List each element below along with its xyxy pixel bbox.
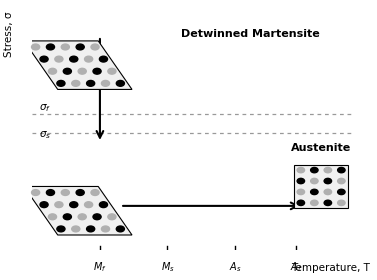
- Circle shape: [101, 226, 110, 232]
- Bar: [294, 165, 348, 208]
- Text: $\sigma_f$: $\sigma_f$: [39, 102, 51, 113]
- Circle shape: [70, 56, 78, 62]
- Circle shape: [46, 190, 55, 195]
- Circle shape: [338, 189, 345, 195]
- Circle shape: [116, 80, 124, 86]
- Text: $\sigma_s$: $\sigma_s$: [39, 130, 51, 141]
- Circle shape: [311, 189, 318, 195]
- Circle shape: [48, 68, 57, 74]
- Circle shape: [311, 178, 318, 184]
- Circle shape: [70, 202, 78, 207]
- Circle shape: [101, 80, 110, 86]
- Circle shape: [93, 68, 101, 74]
- Circle shape: [311, 167, 318, 173]
- Circle shape: [61, 44, 69, 50]
- Polygon shape: [24, 41, 132, 89]
- Circle shape: [297, 167, 305, 173]
- Text: Austenite: Austenite: [291, 143, 351, 153]
- Text: $M_s$: $M_s$: [161, 260, 174, 274]
- Circle shape: [78, 68, 86, 74]
- Circle shape: [57, 226, 65, 232]
- Circle shape: [100, 202, 107, 207]
- Circle shape: [76, 190, 84, 195]
- Circle shape: [72, 80, 80, 86]
- Circle shape: [297, 189, 305, 195]
- Text: $A_f$: $A_f$: [290, 260, 302, 274]
- Circle shape: [61, 190, 69, 195]
- Circle shape: [76, 44, 84, 50]
- Circle shape: [84, 56, 93, 62]
- Polygon shape: [24, 186, 132, 235]
- Circle shape: [338, 178, 345, 184]
- Circle shape: [63, 214, 71, 220]
- Circle shape: [55, 56, 63, 62]
- Circle shape: [100, 56, 107, 62]
- Circle shape: [324, 189, 331, 195]
- Circle shape: [93, 214, 101, 220]
- Circle shape: [108, 68, 116, 74]
- Text: Temperature, T: Temperature, T: [291, 263, 370, 273]
- Circle shape: [297, 200, 305, 206]
- Circle shape: [48, 214, 57, 220]
- Text: Stress, σ: Stress, σ: [4, 12, 14, 57]
- Circle shape: [32, 44, 40, 50]
- Circle shape: [46, 44, 55, 50]
- Circle shape: [324, 178, 331, 184]
- Circle shape: [55, 202, 63, 207]
- Circle shape: [311, 200, 318, 206]
- Circle shape: [63, 68, 71, 74]
- Circle shape: [84, 202, 93, 207]
- Circle shape: [87, 226, 95, 232]
- Circle shape: [338, 167, 345, 173]
- Text: $A_s$: $A_s$: [229, 260, 241, 274]
- Circle shape: [108, 214, 116, 220]
- Text: Detwinned Martensite: Detwinned Martensite: [181, 29, 320, 39]
- Text: $M_f$: $M_f$: [93, 260, 107, 274]
- Circle shape: [32, 190, 40, 195]
- Circle shape: [297, 178, 305, 184]
- Circle shape: [87, 80, 95, 86]
- Circle shape: [338, 200, 345, 206]
- Circle shape: [40, 202, 48, 207]
- Circle shape: [324, 167, 331, 173]
- Circle shape: [91, 44, 99, 50]
- Circle shape: [324, 200, 331, 206]
- Circle shape: [78, 214, 86, 220]
- Circle shape: [57, 80, 65, 86]
- Circle shape: [40, 56, 48, 62]
- Circle shape: [116, 226, 124, 232]
- Circle shape: [91, 190, 99, 195]
- Circle shape: [72, 226, 80, 232]
